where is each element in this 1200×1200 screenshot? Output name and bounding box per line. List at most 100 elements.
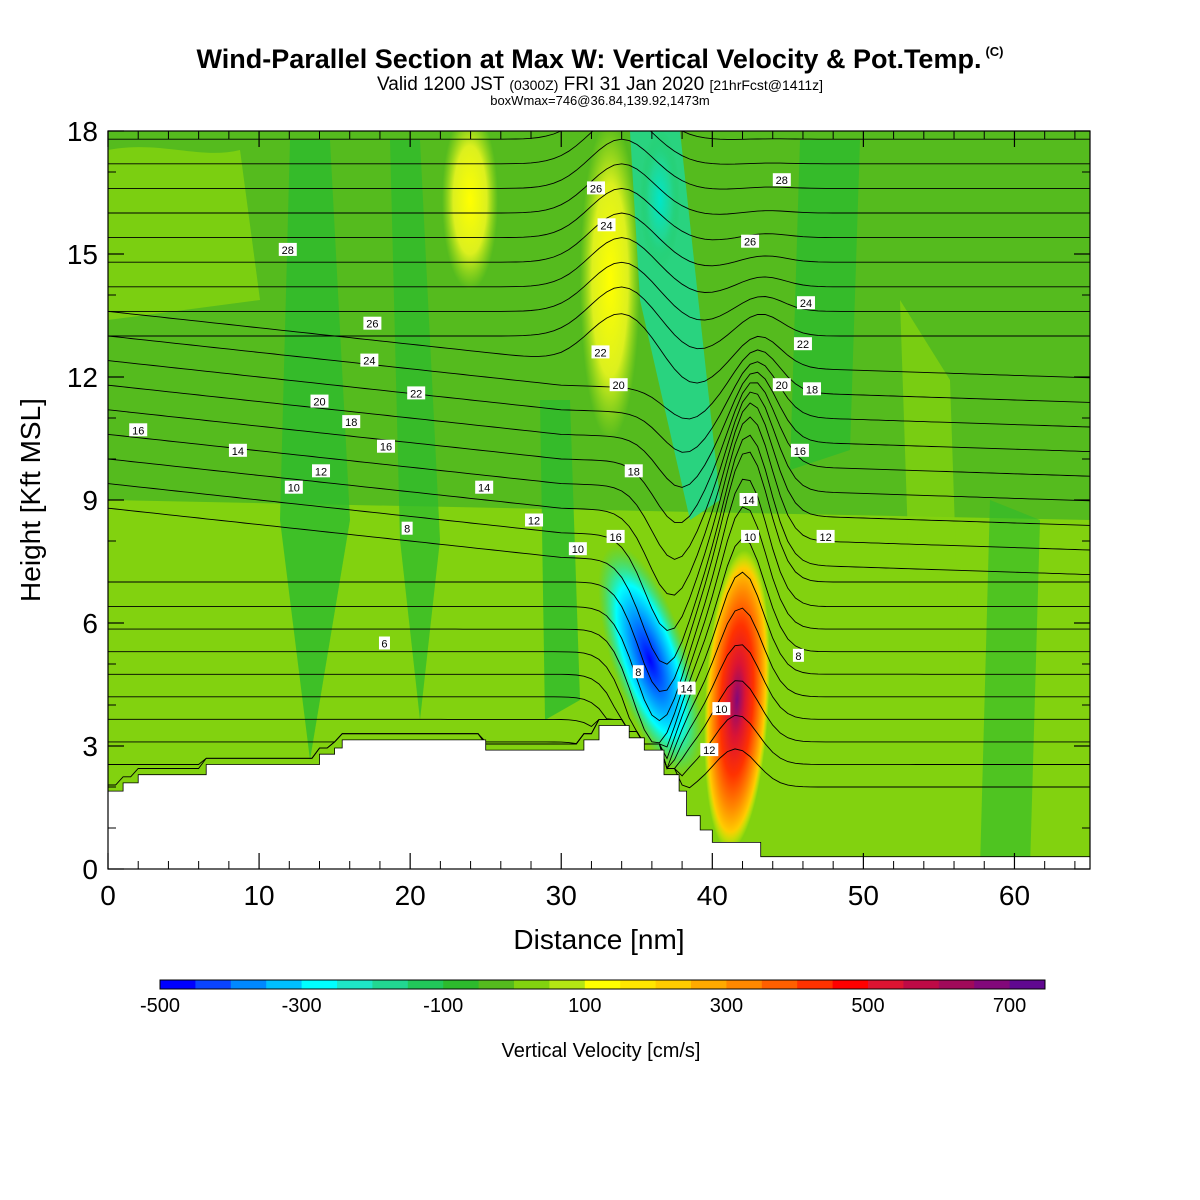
contour-label: 26 bbox=[366, 319, 378, 331]
contour-label-box bbox=[597, 218, 616, 232]
colorbar-frame bbox=[159, 979, 1046, 990]
theta-contour bbox=[108, 402, 1090, 596]
colorbar-tick-label: 300 bbox=[710, 995, 743, 1017]
y-tick-label: 15 bbox=[67, 239, 98, 270]
contour-label: 22 bbox=[594, 347, 606, 359]
contour-label-box bbox=[816, 529, 835, 543]
contour-label-box bbox=[790, 443, 809, 457]
upper-downdraft-core bbox=[640, 131, 680, 270]
colorbar-swatch bbox=[868, 980, 904, 989]
theta-contour bbox=[108, 286, 1090, 350]
colorbar-swatch bbox=[549, 980, 586, 989]
contour-label-box bbox=[310, 394, 329, 408]
colorbar-swatch bbox=[443, 980, 480, 989]
colorbar-swatch bbox=[655, 980, 692, 989]
y-tick-label: 12 bbox=[67, 362, 98, 393]
y-tick-label: 18 bbox=[67, 116, 98, 147]
contour-label: 16 bbox=[380, 442, 392, 454]
colorbar-swatch bbox=[195, 980, 232, 989]
colorbar-swatch bbox=[620, 980, 657, 989]
contour-label: 24 bbox=[363, 356, 375, 368]
contour-label: 8 bbox=[795, 651, 801, 663]
contour-label: 16 bbox=[132, 425, 144, 437]
contour-label-box bbox=[129, 423, 148, 437]
y-axis-title: Height [Kft MSL] bbox=[15, 398, 46, 602]
theta-contour bbox=[108, 360, 1090, 453]
theta-contour bbox=[108, 310, 1090, 384]
contour-label: 8 bbox=[404, 524, 410, 536]
contour-label: 18 bbox=[628, 466, 640, 478]
theta-contour bbox=[108, 416, 1090, 632]
contour-label: 28 bbox=[776, 175, 788, 187]
contour-label-box bbox=[284, 480, 303, 494]
contour-label-box bbox=[525, 513, 544, 527]
x-tick-label: 50 bbox=[848, 880, 879, 911]
contour-label: 6 bbox=[381, 639, 387, 651]
theta-contour bbox=[108, 187, 1090, 241]
chart-title-text: Wind-Parallel Section at Max W: Vertical… bbox=[196, 44, 982, 74]
y-tick-label: 9 bbox=[82, 485, 98, 516]
contour-label-box bbox=[401, 521, 413, 535]
theta-contour bbox=[108, 434, 1090, 665]
contour-label: 14 bbox=[680, 684, 692, 696]
contour-label-box bbox=[378, 636, 390, 650]
contour-label-box bbox=[591, 345, 610, 359]
contour-label-box bbox=[712, 702, 731, 716]
contour-label: 22 bbox=[797, 339, 809, 351]
theta-contour bbox=[108, 65, 1090, 114]
colorbar-swatch bbox=[514, 980, 550, 989]
x-tick-label: 10 bbox=[243, 880, 274, 911]
theta-contour bbox=[108, 335, 1090, 420]
contour-label: 12 bbox=[528, 516, 540, 528]
theta-contour bbox=[108, 506, 1090, 744]
chart-subtitle: Valid 1200 JST (0300Z) FRI 31 Jan 2020 [… bbox=[0, 74, 1200, 96]
colorbar-tick-label: -100 bbox=[423, 995, 463, 1017]
contour-label-box bbox=[228, 443, 247, 457]
axes: 0 10 20 30 40 50 60 0 3 6 9 12 15 18 bbox=[67, 116, 1090, 911]
contour-label: 8 bbox=[635, 667, 641, 679]
contour-label-box bbox=[376, 439, 395, 453]
y-tick-label: 6 bbox=[82, 608, 98, 639]
theta-contour bbox=[108, 138, 1090, 190]
contour-label-box bbox=[796, 296, 815, 310]
colorbar-swatch bbox=[691, 980, 727, 989]
contour-label-box bbox=[624, 464, 643, 478]
contour-label: 20 bbox=[613, 380, 625, 392]
copyright-mark: (C) bbox=[985, 44, 1004, 59]
chart-title: Wind-Parallel Section at Max W: Vertical… bbox=[0, 44, 1200, 75]
colorbar-swatch bbox=[797, 980, 834, 989]
down-stripe-c bbox=[540, 400, 580, 720]
colorbar-swatch bbox=[1009, 980, 1046, 989]
colorbar-tick-label: 700 bbox=[993, 995, 1026, 1017]
contour-label-box bbox=[475, 480, 494, 494]
contour-label-box bbox=[741, 234, 760, 248]
contour-label-box bbox=[609, 378, 628, 392]
colorbar-title: Vertical Velocity [cm/s] bbox=[502, 1040, 701, 1062]
contour-label-box bbox=[803, 382, 822, 396]
colorbar-tick-label: -500 bbox=[140, 995, 180, 1017]
colorbar-swatch bbox=[230, 980, 267, 989]
contour-label-box bbox=[792, 648, 804, 662]
contour-label-box bbox=[278, 242, 297, 256]
subtitle-utc: (0300Z) bbox=[509, 77, 559, 93]
contour-label-box bbox=[677, 681, 696, 695]
contour-label-box bbox=[586, 181, 605, 195]
colorbar-swatch bbox=[832, 980, 869, 989]
terrain-mask bbox=[108, 725, 1090, 869]
colorbar-swatch bbox=[726, 980, 763, 989]
contour-label: 24 bbox=[800, 298, 812, 310]
colorbar-swatch bbox=[761, 980, 798, 989]
x-tick-label: 0 bbox=[100, 880, 116, 911]
contour-label-box bbox=[606, 529, 625, 543]
upper-updraft-b bbox=[580, 131, 640, 440]
chart-box-info: boxWmax=746@36.84,139.92,1473m bbox=[490, 93, 710, 108]
contour-label: 18 bbox=[345, 417, 357, 429]
colorbar-swatch bbox=[266, 980, 303, 989]
pot-temp-contours bbox=[108, 65, 1090, 789]
contour-label: 12 bbox=[315, 466, 327, 478]
down-stripe-b bbox=[390, 140, 440, 720]
contour-label: 12 bbox=[819, 532, 831, 544]
upper-updraft-a bbox=[442, 131, 498, 290]
contour-label: 20 bbox=[776, 380, 788, 392]
colorbar-swatch bbox=[974, 980, 1011, 989]
